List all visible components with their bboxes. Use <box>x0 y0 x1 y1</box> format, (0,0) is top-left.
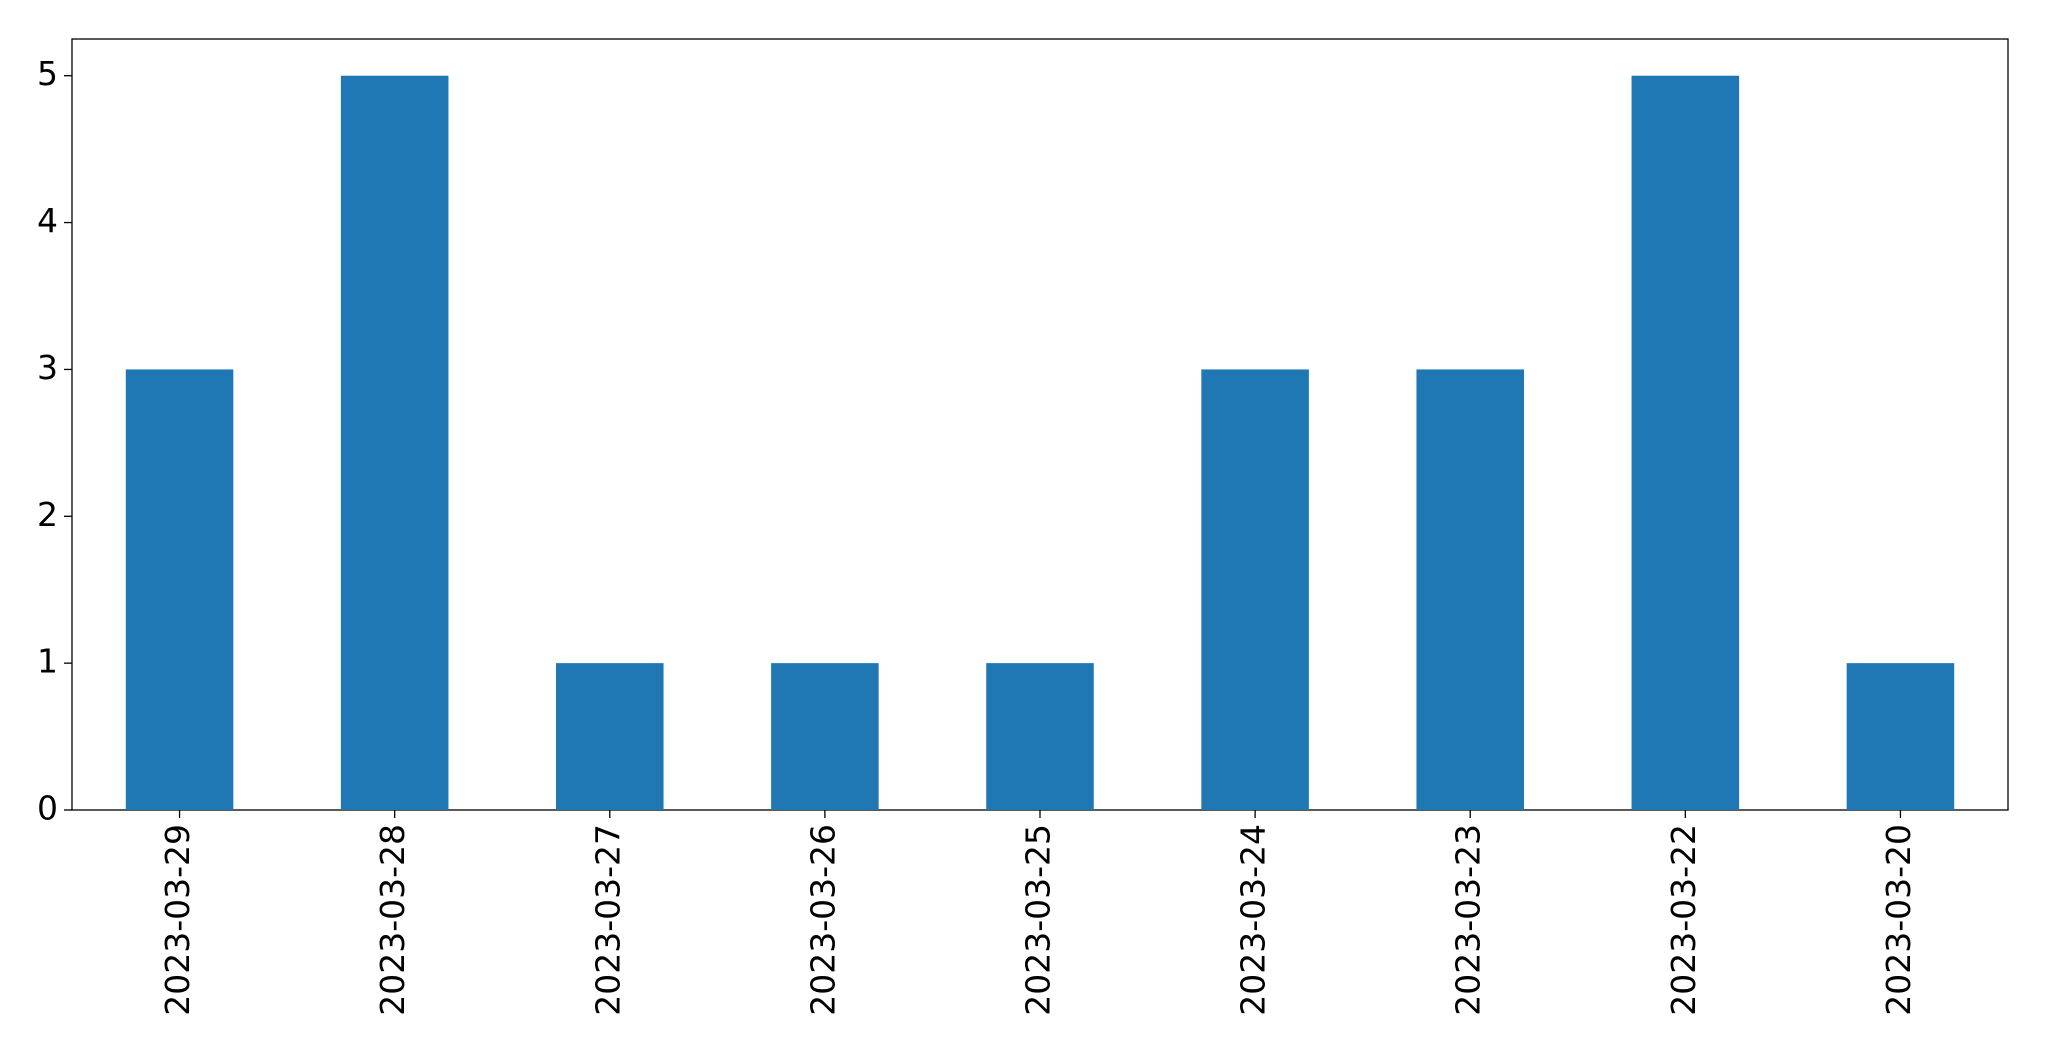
x-tick-label: 2023-03-23 <box>1449 824 1488 1016</box>
x-tick-label: 2023-03-27 <box>588 824 627 1016</box>
bar <box>556 663 664 810</box>
bar <box>125 369 234 810</box>
x-tick-label: 2023-03-20 <box>1879 824 1918 1016</box>
bar <box>340 75 449 810</box>
bar <box>1416 369 1524 810</box>
x-tick-label: 2023-03-29 <box>158 824 197 1016</box>
y-tick-label: 2 <box>37 495 58 534</box>
bar <box>771 663 879 810</box>
x-tick-label: 2023-03-24 <box>1234 824 1273 1016</box>
y-tick-label: 0 <box>37 789 58 828</box>
bar <box>1201 369 1309 810</box>
y-tick-label: 5 <box>37 54 58 93</box>
y-tick-label: 4 <box>37 201 58 240</box>
x-tick-label: 2023-03-26 <box>803 824 842 1016</box>
x-tick-label: 2023-03-25 <box>1019 824 1058 1016</box>
y-tick-label: 3 <box>37 348 58 387</box>
bar <box>1846 663 1955 810</box>
x-tick-label: 2023-03-28 <box>373 824 412 1016</box>
x-tick-label: 2023-03-22 <box>1664 824 1703 1016</box>
bar <box>986 663 1094 810</box>
y-tick-label: 1 <box>37 642 58 681</box>
bar <box>1631 75 1740 810</box>
